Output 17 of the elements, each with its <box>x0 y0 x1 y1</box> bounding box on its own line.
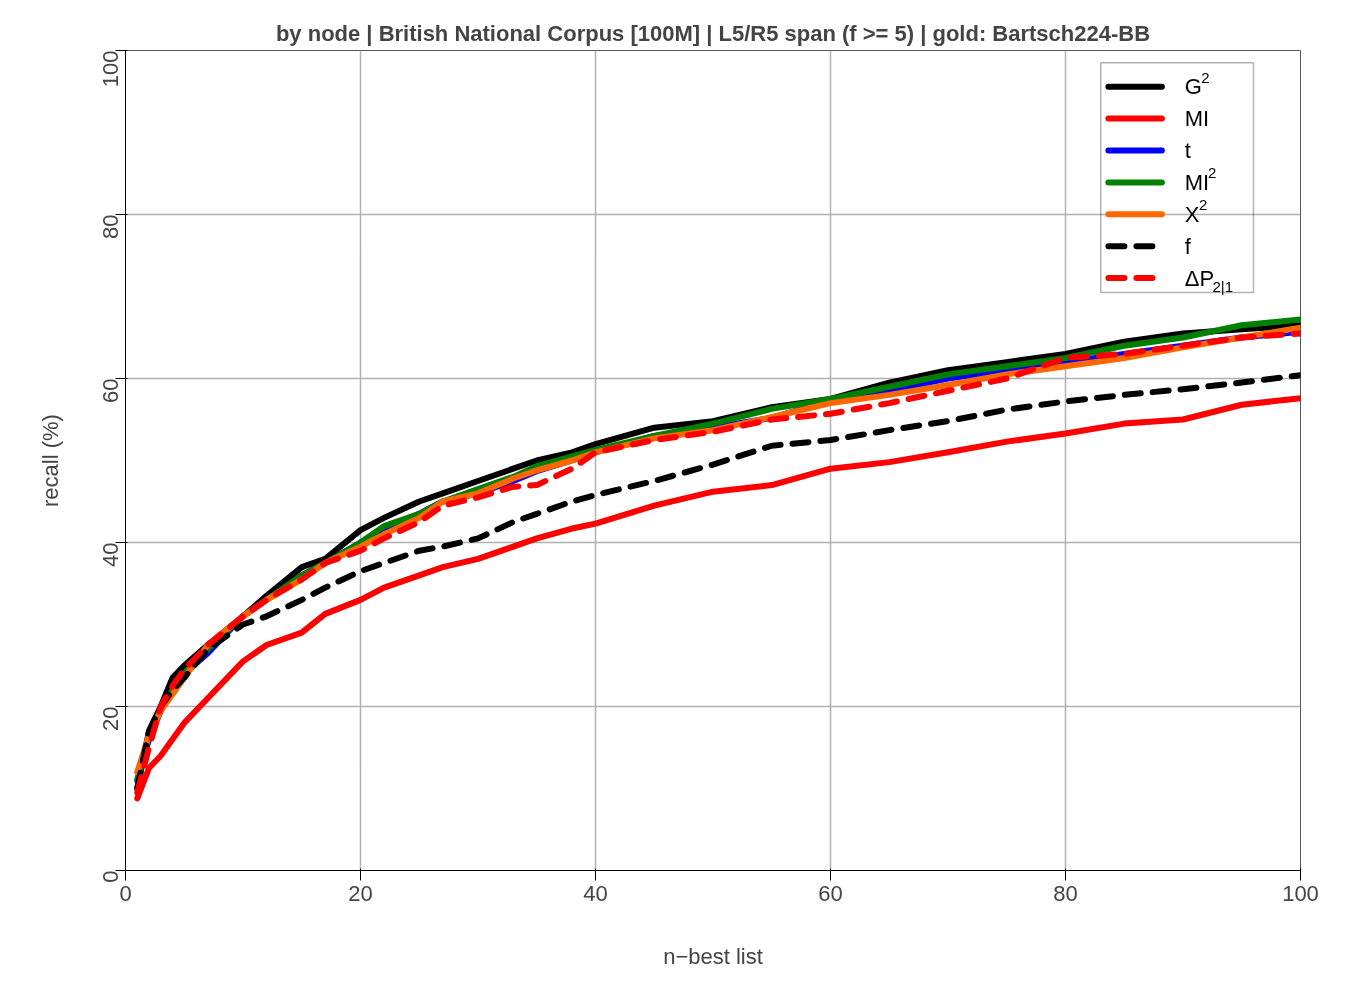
y-tick-label: 20 <box>98 706 123 731</box>
x-tick-label: 60 <box>818 880 843 906</box>
legend-label: f <box>1184 233 1192 259</box>
y-tick-label: 100 <box>98 50 123 88</box>
x-tick-label: 100 <box>1282 880 1319 906</box>
y-tick-label: 0 <box>98 870 123 883</box>
x-tick-label: 20 <box>348 880 373 906</box>
x-axis-title: n−best list <box>663 943 763 969</box>
legend-label: MI <box>1184 106 1210 132</box>
y-tick-label: 40 <box>98 542 123 567</box>
y-tick-label: 80 <box>98 214 123 239</box>
legend-label: t <box>1184 137 1191 163</box>
y-axis-title: recall (%) <box>37 414 63 507</box>
y-tick-label: 60 <box>98 378 123 403</box>
x-tick-label: 40 <box>583 880 608 906</box>
x-tick-label: 80 <box>1053 880 1078 906</box>
chart-title: by node | British National Corpus [100M] | L5/R5 span (f >= 5) | gold: Bartsch224-BB <box>275 20 1151 46</box>
